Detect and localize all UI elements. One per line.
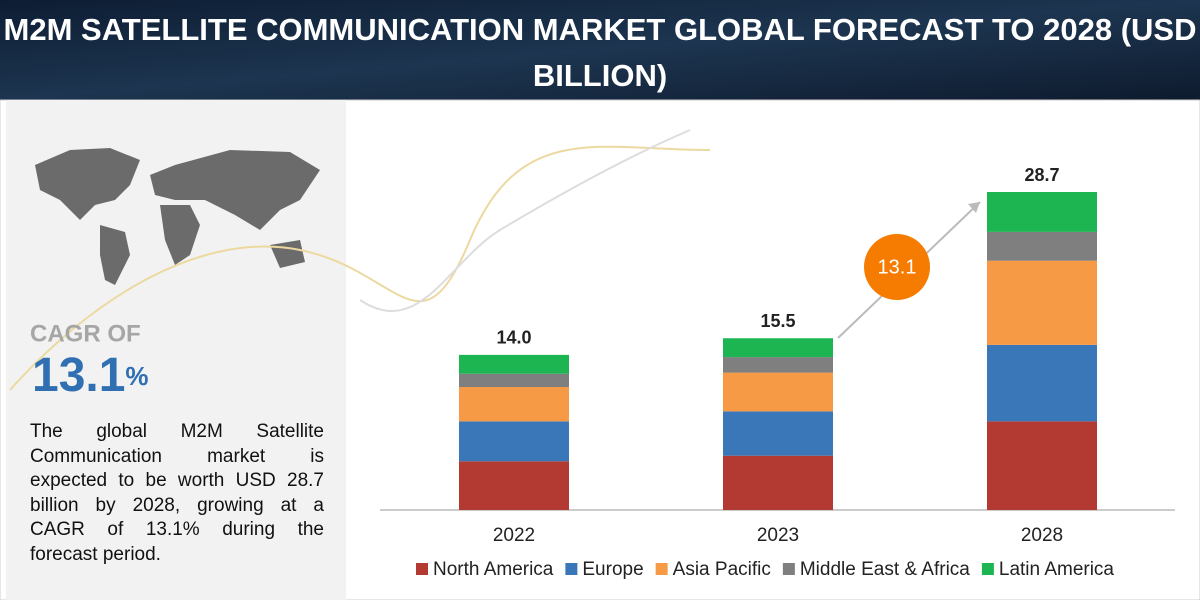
legend-swatch	[416, 563, 428, 575]
cagr-bubble-label: 13.1	[878, 256, 917, 278]
bar-segment	[723, 338, 833, 358]
bar-segment	[987, 344, 1097, 422]
legend-swatch	[565, 563, 578, 575]
bar-segment	[987, 260, 1097, 345]
bar-segment	[459, 461, 569, 510]
chart-title: M2M SATELLITE COMMUNICATION MARKET GLOBA…	[4, 12, 1197, 47]
x-tick-label: 2028	[1021, 525, 1063, 546]
legend-swatch	[655, 563, 668, 575]
legend-label: Latin America	[999, 559, 1115, 580]
legend-swatch	[981, 563, 994, 575]
total-label: 14.0	[496, 328, 531, 348]
title-banner	[0, 0, 1200, 100]
cagr-text: 13.1%	[32, 349, 149, 402]
x-tick-label: 2023	[757, 525, 799, 546]
bar-segment	[723, 455, 833, 510]
total-label: 28.7	[1024, 165, 1059, 185]
bar-segment	[723, 411, 833, 456]
legend-label: Asia Pacific	[673, 559, 771, 580]
chart-title: BILLION)	[533, 58, 667, 93]
legend-swatch	[782, 563, 795, 575]
cagr-value: 13.1	[32, 349, 125, 402]
total-label: 15.5	[760, 311, 795, 331]
bar-segment	[723, 357, 833, 373]
bar-segment	[459, 373, 569, 388]
cagr-bubble	[864, 234, 930, 300]
bar-segment	[987, 192, 1097, 232]
cagr-suffix: %	[125, 361, 148, 391]
bar-segment	[459, 387, 569, 422]
bar-segment	[459, 421, 569, 462]
bar-segment	[987, 421, 1097, 510]
bar-segment	[987, 231, 1097, 261]
bar-segment	[459, 354, 569, 374]
legend-label: Middle East & Africa	[800, 559, 970, 580]
cagr-heading: CAGR OF	[30, 320, 141, 347]
frame	[0, 99, 1200, 600]
growth-arrowhead	[968, 202, 980, 213]
legend-label: North America	[433, 559, 554, 580]
legend-label: Europe	[582, 559, 643, 580]
x-tick-label: 2022	[493, 525, 535, 546]
description: The global M2M Satellite Communication m…	[30, 421, 324, 565]
bar-segment	[723, 372, 833, 412]
decor-curve	[359, 129, 691, 312]
decor-curve	[9, 145, 711, 391]
